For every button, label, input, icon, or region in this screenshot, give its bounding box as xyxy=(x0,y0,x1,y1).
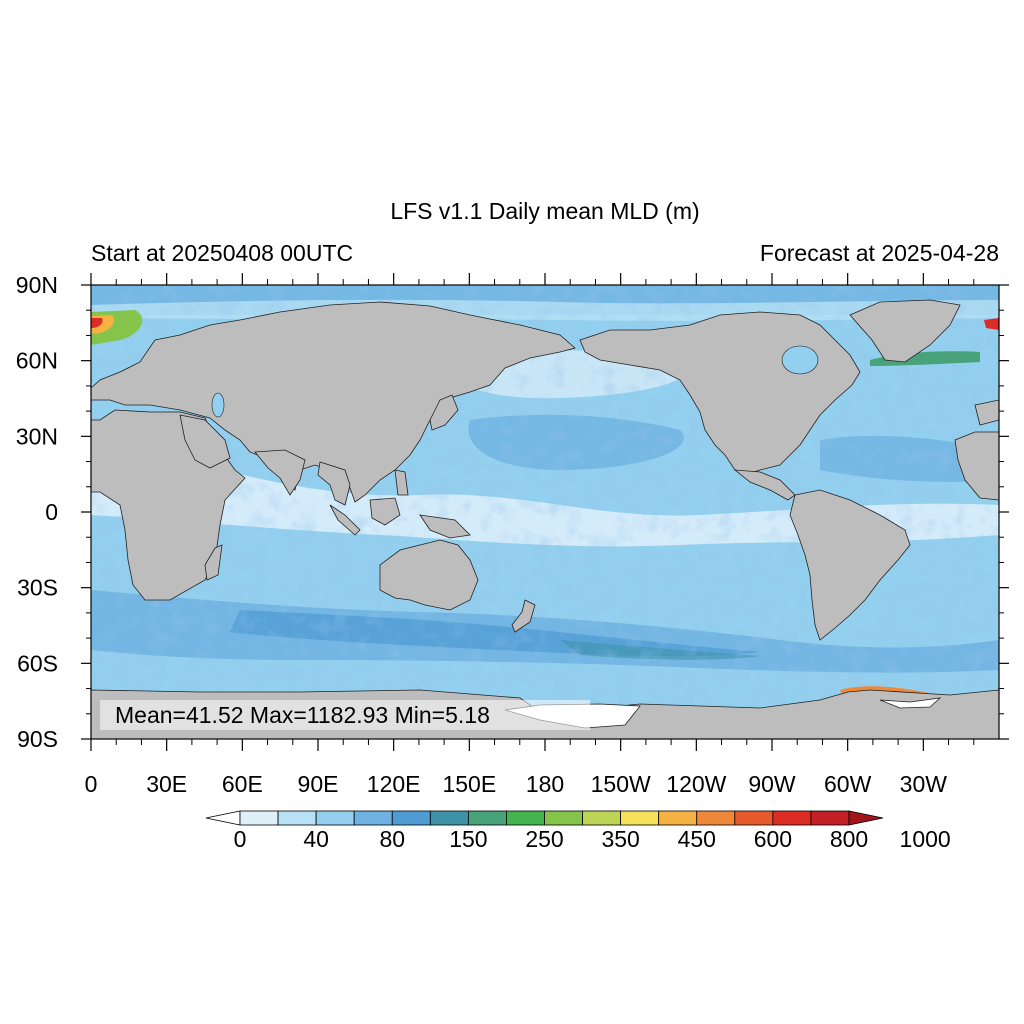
colorbar-box xyxy=(277,810,317,826)
colorbar-box xyxy=(353,810,393,826)
colorbar-box xyxy=(658,810,698,826)
colorbar-label: 450 xyxy=(678,826,716,852)
lon-tick-label: 60W xyxy=(824,771,872,797)
lon-tick-label: 0 xyxy=(85,771,98,797)
lon-tick-label: 120E xyxy=(367,771,421,797)
lat-tick-label: 90S xyxy=(17,726,58,752)
land-central-america xyxy=(733,469,796,501)
lat-tick-label: 60N xyxy=(16,348,58,374)
colorbar-box xyxy=(467,810,507,826)
colorbar-box xyxy=(544,810,583,826)
map-panel xyxy=(91,285,999,739)
lat-tick-label: 90N xyxy=(16,272,58,298)
colorbar-label: 40 xyxy=(303,826,329,852)
longitude-axis: 0 30E 60E 90E 120E 150E 180 150W 120W 90W 60W 30W xyxy=(85,273,975,797)
colorbar-box xyxy=(506,810,545,826)
colorbar-box xyxy=(810,810,850,826)
stats-text: Mean=41.52 Max=1182.93 Min=5.18 xyxy=(115,702,490,728)
lon-tick-label: 60E xyxy=(222,771,263,797)
land-greenland xyxy=(849,299,961,363)
colorbar-box xyxy=(239,810,279,826)
lon-tick-label: 90E xyxy=(298,771,339,797)
lon-tick-label: 180 xyxy=(526,771,564,797)
stats-box xyxy=(100,700,590,730)
lake-hudson-bay xyxy=(781,345,819,375)
land-new-zealand xyxy=(511,599,536,633)
land-australia xyxy=(379,539,479,611)
lat-tick-label: 30N xyxy=(16,423,58,449)
colorbar-box xyxy=(315,810,355,826)
colorbar-lower-triangle xyxy=(205,810,241,826)
land-south-america xyxy=(789,489,911,641)
latitude-axis: 90N 60N 30N 0 30S 60S 90S xyxy=(16,272,1009,752)
colorbar-box xyxy=(429,810,469,826)
colorbar-label: 350 xyxy=(601,826,639,852)
colorbar-label: 800 xyxy=(830,826,868,852)
colorbar-label: 1000 xyxy=(900,826,951,852)
land-japan xyxy=(429,394,459,431)
land-borneo xyxy=(369,497,401,526)
colorbar-upper-triangle xyxy=(848,810,884,826)
forecast-subtitle: Forecast at 2025-04-28 xyxy=(760,240,999,266)
colorbar-label: 250 xyxy=(525,826,563,852)
land-iberia-uk xyxy=(974,399,999,426)
colorbar: 0 40 80 150 250 350 450 600 800 1000 xyxy=(205,810,951,852)
lon-tick-label: 90W xyxy=(748,771,796,797)
land-sumatra xyxy=(329,504,361,536)
colorbar-label: 150 xyxy=(449,826,487,852)
land-indochina xyxy=(317,461,351,506)
lon-tick-label: 30E xyxy=(146,771,187,797)
land-new-guinea xyxy=(419,514,471,539)
weddell-ice-shelf xyxy=(879,697,942,709)
land-madagascar xyxy=(204,544,223,581)
colorbar-label: 0 xyxy=(234,826,247,852)
land-eurasia xyxy=(91,301,576,503)
colorbar-box xyxy=(772,810,812,826)
lake-caspian xyxy=(211,392,225,418)
colorbar-box xyxy=(696,810,736,826)
colorbar-label: 600 xyxy=(754,826,792,852)
lat-tick-label: 0 xyxy=(45,499,58,525)
colorbar-box xyxy=(734,810,774,826)
lon-tick-label: 150E xyxy=(442,771,496,797)
start-subtitle: Start at 20250408 00UTC xyxy=(91,240,353,266)
lakes xyxy=(211,345,819,418)
land-india xyxy=(254,449,306,496)
lat-tick-label: 60S xyxy=(17,650,58,676)
land-arabia xyxy=(179,414,231,469)
colorbar-box xyxy=(620,810,660,826)
plot-title: LFS v1.1 Daily mean MLD (m) xyxy=(390,198,699,224)
deep-mixing-nordic-red xyxy=(91,318,103,328)
colorbar-box xyxy=(391,810,431,826)
land-west-africa xyxy=(954,431,999,501)
lon-tick-label: 120W xyxy=(666,771,726,797)
colorbar-label: 80 xyxy=(379,826,405,852)
lat-tick-label: 30S xyxy=(17,575,58,601)
lon-tick-label: 30W xyxy=(900,771,948,797)
lon-tick-label: 150W xyxy=(591,771,651,797)
colorbar-box xyxy=(582,810,622,826)
deep-mixing-greenland xyxy=(984,318,999,330)
land-philippines xyxy=(394,469,409,496)
